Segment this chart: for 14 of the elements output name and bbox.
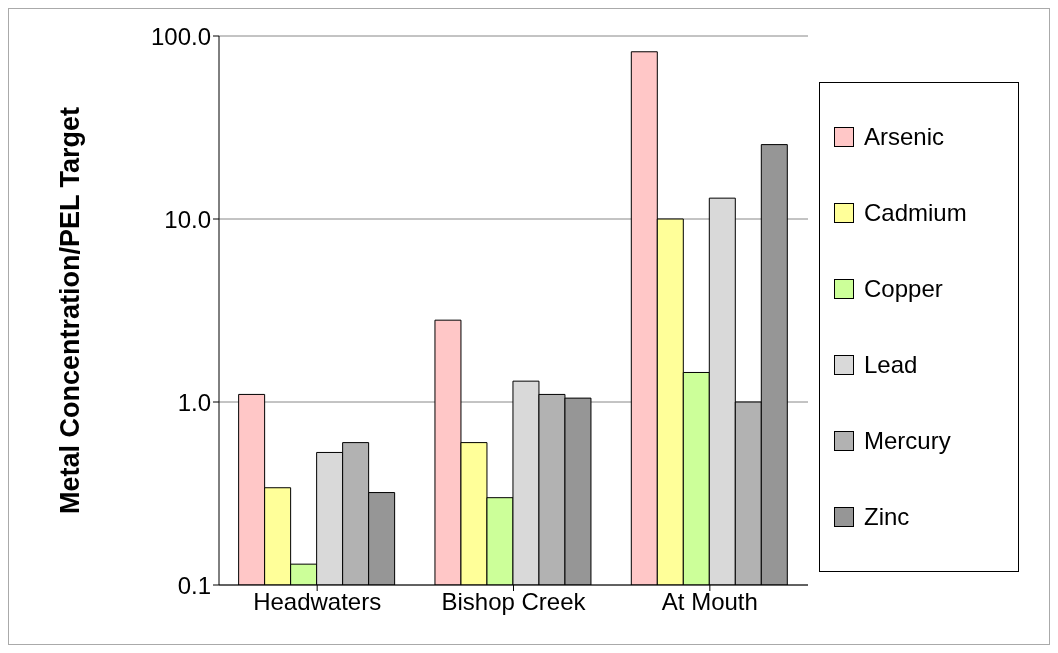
y-tick-label: 0.1	[177, 571, 211, 599]
y-axis-title: Metal Concentration/PEL Target	[54, 106, 85, 515]
legend-label: Zinc	[864, 502, 910, 531]
legend-label: Arsenic	[864, 122, 945, 151]
legend-label: Cadmium	[864, 198, 967, 227]
y-tick-label: 1.0	[177, 388, 211, 416]
y-tick-label: 10.0	[164, 205, 211, 233]
x-tick-label: Bishop Creek	[441, 588, 587, 616]
legend-label: Copper	[864, 274, 943, 303]
x-tick-label: At Mouth	[661, 588, 758, 616]
x-tick-label: Headwaters	[253, 588, 382, 616]
y-tick-label: 100.0	[150, 22, 211, 50]
legend-label: Lead	[864, 350, 918, 379]
legend-label: Mercury	[864, 426, 951, 455]
